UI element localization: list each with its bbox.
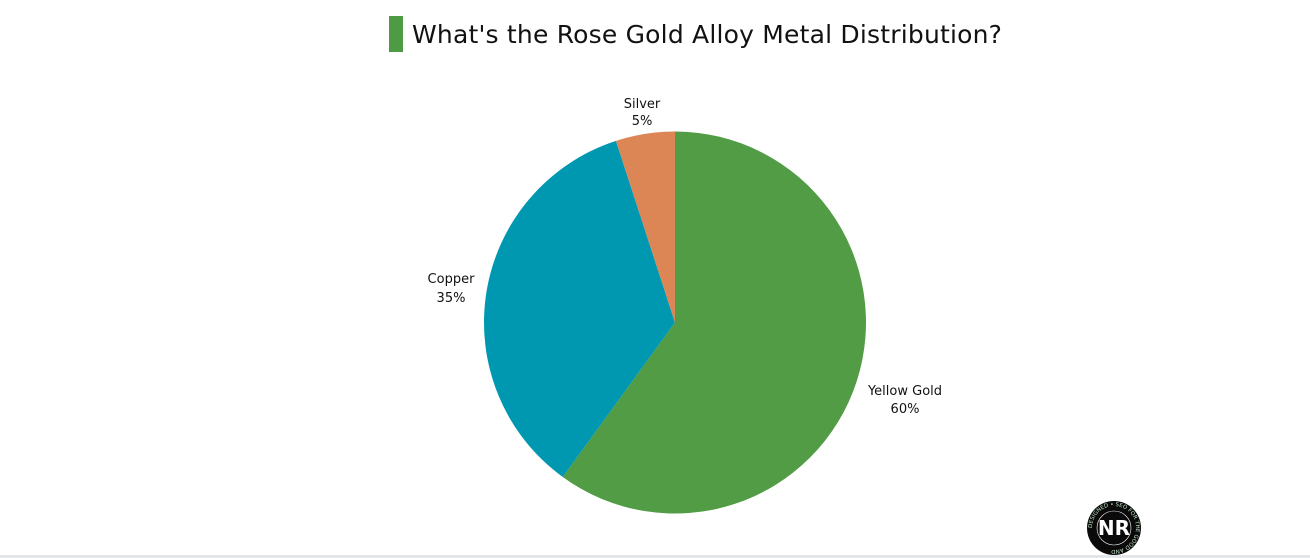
- label-copper-name: Copper: [428, 272, 476, 287]
- label-yellow-gold-value: 60%: [891, 402, 920, 417]
- label-copper-value: 35%: [437, 291, 466, 306]
- logo-monogram: NR: [1098, 516, 1130, 540]
- pie-slice-silver: [615, 131, 675, 323]
- chart-title: What's the Rose Gold Alloy Metal Distrib…: [412, 19, 1003, 49]
- chart-title-group: What's the Rose Gold Alloy Metal Distrib…: [389, 16, 1002, 52]
- pie-slice-copper: [484, 140, 675, 478]
- slice-labels: Silver 5% Copper 35% Yellow Gold 60%: [428, 97, 942, 417]
- pie-slices: [484, 131, 867, 514]
- pie-slice-yellow-gold: [562, 131, 867, 514]
- title-accent-bar: [389, 16, 403, 52]
- label-silver-value: 5%: [632, 114, 653, 129]
- label-silver-name: Silver: [624, 97, 661, 112]
- bottom-divider: [0, 555, 1310, 558]
- label-yellow-gold-name: Yellow Gold: [867, 384, 942, 399]
- brand-logo: DESIGNED • SEO FOR THE GOOD AND NR: [1087, 501, 1141, 555]
